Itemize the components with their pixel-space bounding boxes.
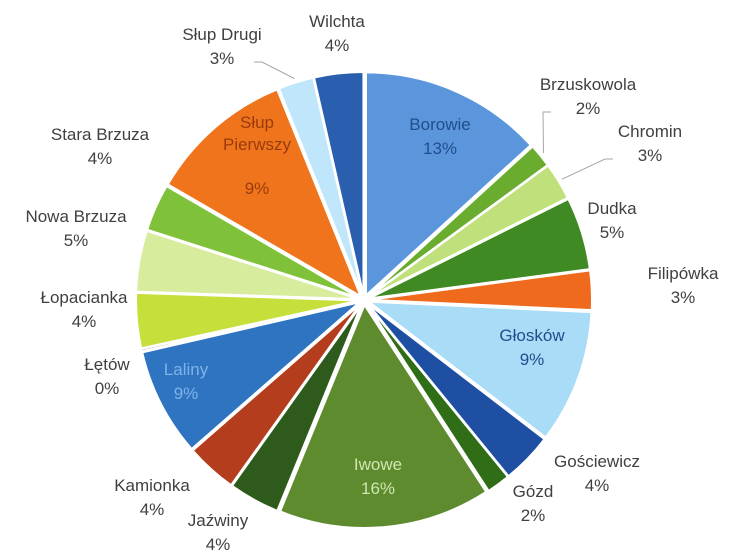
- slice-name-label-gosciewicz: Gościewicz: [554, 452, 640, 471]
- leader-line-chromin: [561, 158, 613, 180]
- slice-percent-label-slup-drugi: 3%: [210, 49, 235, 68]
- pie-slice-chromin: [367, 164, 570, 299]
- slice-percent-label-kamionka: 4%: [140, 500, 165, 519]
- pie-slice-gozd: [366, 303, 510, 493]
- labels-layer: Borowie 13% Brzuskowola 2% Chromin 3% Dudka 5% F…: [25, 12, 719, 554]
- slice-name-label-gloskow: Głosków: [499, 326, 565, 345]
- slice-name-label-brzuskowola: Brzuskowola: [540, 75, 637, 94]
- slice-name-label-stara-brzuza: Stara Brzuza: [51, 125, 150, 144]
- slice-name-label-laliny: Laliny: [164, 360, 209, 379]
- slice-percent-label-filipowka: 3%: [671, 288, 696, 307]
- slice-percent-label-wilchta: 4%: [325, 36, 350, 55]
- slice-name-label-nowa-brzuza: Nowa Brzuza: [25, 207, 127, 226]
- leader-lines-layer: [254, 61, 613, 180]
- slice-name-label-slup-pierwszy: Słup Pierwszy: [223, 113, 292, 154]
- pie-slice-kamionka: [191, 302, 362, 487]
- slice-percent-label-dudka: 5%: [600, 223, 625, 242]
- slice-name-label-lopacianka: Łopacianka: [41, 288, 129, 307]
- slice-name-label-letow: Łętów: [84, 355, 130, 374]
- slice-name-label-iwowe: Iwowe: [354, 455, 402, 474]
- pie-slice-filipowka: [368, 269, 593, 312]
- slice-percent-label-gosciewicz: 4%: [585, 476, 610, 495]
- slice-name-label-borowie: Borowie: [409, 115, 470, 134]
- slices-layer: [135, 71, 593, 529]
- slice-name-label-gozd: Gózd: [513, 482, 554, 501]
- slice-percent-label-nowa-brzuza: 5%: [64, 231, 89, 250]
- pie-slice-wilchta: [312, 71, 365, 296]
- slice-percent-label-lopacianka: 4%: [72, 312, 97, 331]
- slice-name-label-wilchta: Wilchta: [309, 12, 365, 31]
- leader-line-brzuskowola: [542, 111, 551, 154]
- pie-slice-lopacianka: [135, 291, 360, 350]
- slice-name-label-dudka: Dudka: [587, 199, 637, 218]
- slice-percent-label-letow: 0%: [95, 379, 120, 398]
- slice-name-label-chromin: Chromin: [618, 122, 682, 141]
- slice-percent-label-slup-pierwszy: 9%: [245, 179, 270, 198]
- pie-slice-stara-brzuza: [145, 184, 360, 299]
- leader-line-slup-drugi: [254, 61, 295, 80]
- slice-name-label-filipowka: Filipówka: [648, 264, 719, 283]
- slice-name-label-jazwiny: Jaźwiny: [188, 511, 249, 530]
- slice-percent-label-gloskow: 9%: [520, 350, 545, 369]
- slice-percent-label-chromin: 3%: [638, 146, 663, 165]
- pie-slice-slup-pierwszy: [166, 88, 363, 299]
- pie-slice-laliny: [141, 301, 361, 451]
- slice-percent-label-laliny: 9%: [174, 384, 199, 403]
- pie-slice-iwowe: [278, 302, 488, 529]
- slice-percent-label-gozd: 2%: [521, 506, 546, 525]
- pie-slice-jazwiny: [230, 303, 363, 513]
- slice-name-label-kamionka: Kamionka: [114, 476, 190, 495]
- pie-slice-gloskow: [365, 300, 593, 439]
- slice-percent-label-borowie: 13%: [423, 139, 457, 158]
- pie-slice-nowa-brzuza: [135, 229, 360, 301]
- slice-percent-label-iwowe: 16%: [361, 479, 395, 498]
- slice-percent-label-stara-brzuza: 4%: [88, 149, 113, 168]
- slice-name-label-slup-drugi: Słup Drugi: [182, 25, 261, 44]
- slice-percent-label-brzuskowola: 2%: [576, 99, 601, 118]
- slice-percent-label-jazwiny: 4%: [206, 535, 231, 554]
- pie-slice-dudka: [368, 197, 591, 300]
- pie-slice-borowie: [365, 71, 533, 298]
